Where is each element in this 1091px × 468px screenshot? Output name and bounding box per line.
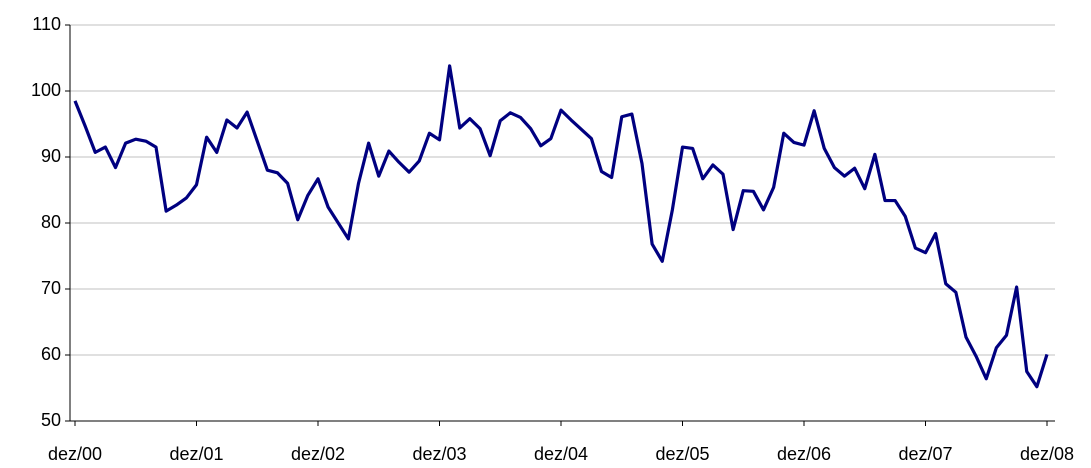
x-tick-label: dez/00 — [48, 444, 102, 464]
x-tick-label: dez/08 — [1020, 444, 1074, 464]
y-tick-label: 110 — [32, 14, 61, 34]
x-tick-label: dez/01 — [169, 444, 223, 464]
y-tick-label: 60 — [41, 344, 61, 364]
x-tick-label: dez/07 — [898, 444, 952, 464]
x-tick-label: dez/04 — [534, 444, 588, 464]
y-tick-label: 90 — [41, 146, 61, 166]
x-tick-label: dez/06 — [777, 444, 831, 464]
x-tick-label: dez/02 — [291, 444, 345, 464]
x-tick-label: dez/03 — [412, 444, 466, 464]
y-tick-label: 80 — [41, 212, 61, 232]
data-line — [73, 64, 1049, 389]
y-tick-label: 70 — [41, 278, 61, 298]
x-tick-label: dez/05 — [655, 444, 709, 464]
y-tick-label: 100 — [31, 80, 61, 100]
y-tick-label: 50 — [41, 410, 61, 430]
